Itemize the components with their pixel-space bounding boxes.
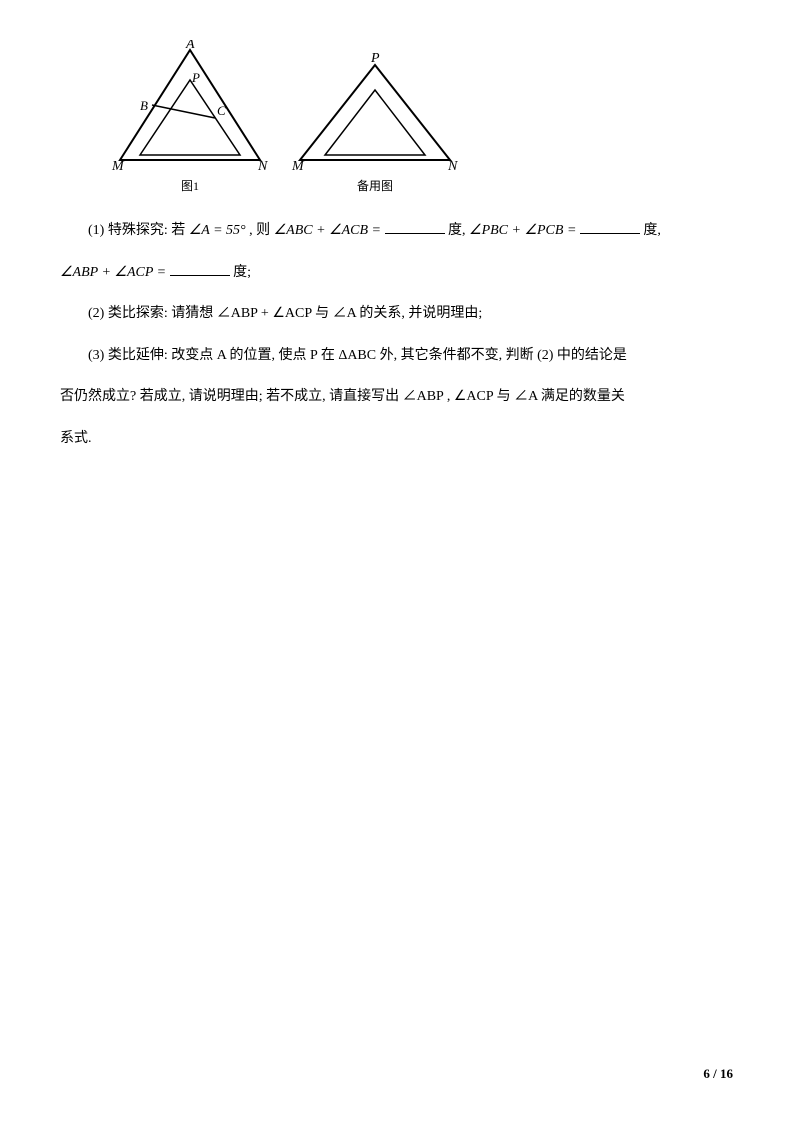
figure-1-label-b: B <box>140 98 148 113</box>
figure-1-label-p: P <box>191 70 200 85</box>
figure-1-label-n: N <box>257 159 268 174</box>
figures-container: A P B C M N 图1 P M N 备用图 <box>110 40 733 194</box>
q3-line2: 否仍然成立? 若成立, 请说明理由; 若不成立, 请直接写出 ∠ABP , ∠A… <box>60 389 625 404</box>
figure-2-caption: 备用图 <box>357 177 393 194</box>
q1-prefix: (1) 特殊探究: 若 <box>88 223 189 238</box>
question-1-line-1: (1) 特殊探究: 若 ∠A = 55° , 则 ∠ABC + ∠ACB = 度… <box>60 214 733 248</box>
figure-1-svg: A P B C M N <box>110 40 270 175</box>
q1-blank-2 <box>580 220 640 234</box>
q2-text: (2) 类比探索: 请猜想 ∠ABP + ∠ACP 与 ∠A 的关系, 并说明理… <box>88 306 482 321</box>
q1-unit1: 度, <box>448 223 469 238</box>
page-separator: / <box>710 1066 720 1081</box>
q1-angle-a: ∠A = 55° <box>189 223 246 238</box>
figure-1-label-m: M <box>111 159 125 174</box>
figure-1-label-c: C <box>217 103 226 118</box>
figure-1-label-a: A <box>185 40 195 52</box>
q3-line1: (3) 类比延伸: 改变点 A 的位置, 使点 P 在 ΔABC 外, 其它条件… <box>88 348 627 363</box>
q1-unit3: 度; <box>233 265 251 280</box>
figure-2-wrapper: P M N 备用图 <box>290 40 460 194</box>
question-1-line-2: ∠ABP + ∠ACP = 度; <box>60 256 733 290</box>
q3-line3: 系式. <box>60 431 92 446</box>
figure-1-caption: 图1 <box>181 177 199 194</box>
q1-mid1: , 则 <box>249 223 274 238</box>
figure-1-line-bc <box>152 105 215 118</box>
figure-2-svg: P M N <box>290 40 460 175</box>
q1-expr2: ∠PBC + ∠PCB = <box>469 223 580 238</box>
figure-2-inner-triangle <box>325 90 425 155</box>
page-total: 16 <box>720 1066 733 1081</box>
figure-2-label-m: M <box>291 159 305 174</box>
page-number: 6 / 16 <box>703 1066 733 1082</box>
q1-blank-3 <box>170 262 230 276</box>
figure-2-label-n: N <box>447 159 458 174</box>
figure-2-label-p: P <box>370 51 380 66</box>
figure-2-outer-triangle <box>300 65 450 160</box>
question-3-line-2: 否仍然成立? 若成立, 请说明理由; 若不成立, 请直接写出 ∠ABP , ∠A… <box>60 380 733 414</box>
figure-1-wrapper: A P B C M N 图1 <box>110 40 270 194</box>
q1-expr3: ∠ABP + ∠ACP = <box>60 265 170 280</box>
question-3-line-3: 系式. <box>60 422 733 456</box>
q1-blank-1 <box>385 220 445 234</box>
q1-expr1: ∠ABC + ∠ACB = <box>274 223 385 238</box>
question-2: (2) 类比探索: 请猜想 ∠ABP + ∠ACP 与 ∠A 的关系, 并说明理… <box>60 297 733 331</box>
question-3-line-1: (3) 类比延伸: 改变点 A 的位置, 使点 P 在 ΔABC 外, 其它条件… <box>60 339 733 373</box>
q1-unit2: 度, <box>643 223 661 238</box>
